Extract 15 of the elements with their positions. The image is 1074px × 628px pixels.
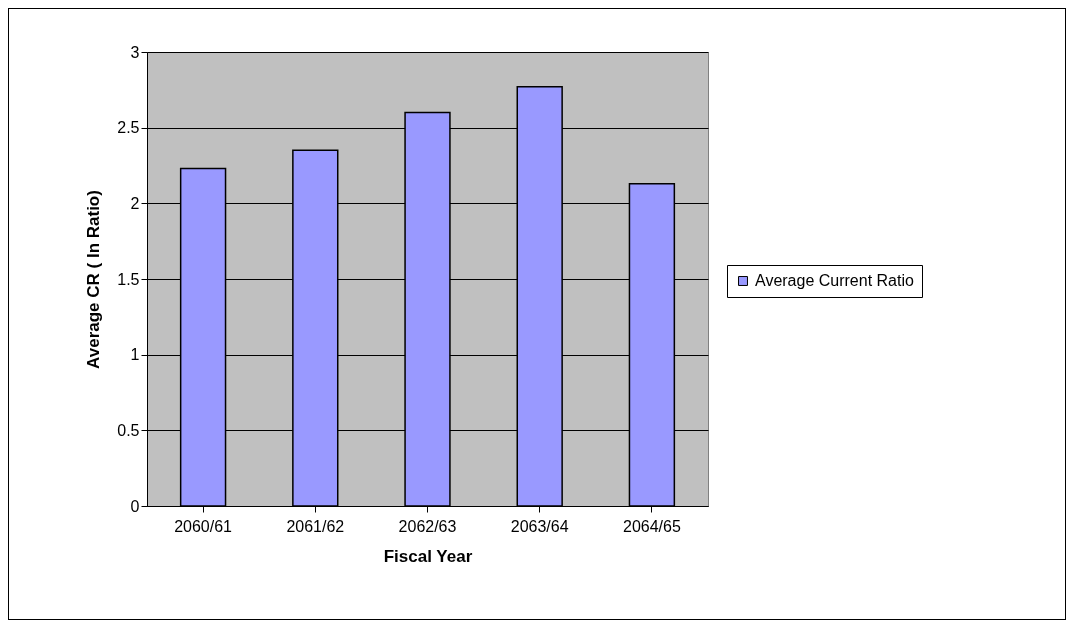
x-tick-label: 2063/64 [510,517,569,535]
x-tick-label: 2062/63 [398,517,457,535]
x-tick-label: 2064/65 [622,517,681,535]
y-tick-label: 3 [130,43,140,61]
legend-label: Average Current Ratio [755,272,914,289]
y-axis-title: Average CR ( In Ratio) [84,190,104,369]
y-tick-label: 2.5 [117,119,140,137]
x-tick-label: 2061/62 [286,517,345,535]
y-tick-label: 2 [130,194,140,212]
x-axis-title: Fiscal Year [383,546,473,566]
x-tick-label: 2060/61 [174,517,233,535]
y-tick-label: 1 [130,346,140,364]
y-tick-label: 0 [130,497,140,515]
y-tick-label: 1.5 [117,270,140,288]
y-tick-label: 0.5 [117,421,140,439]
